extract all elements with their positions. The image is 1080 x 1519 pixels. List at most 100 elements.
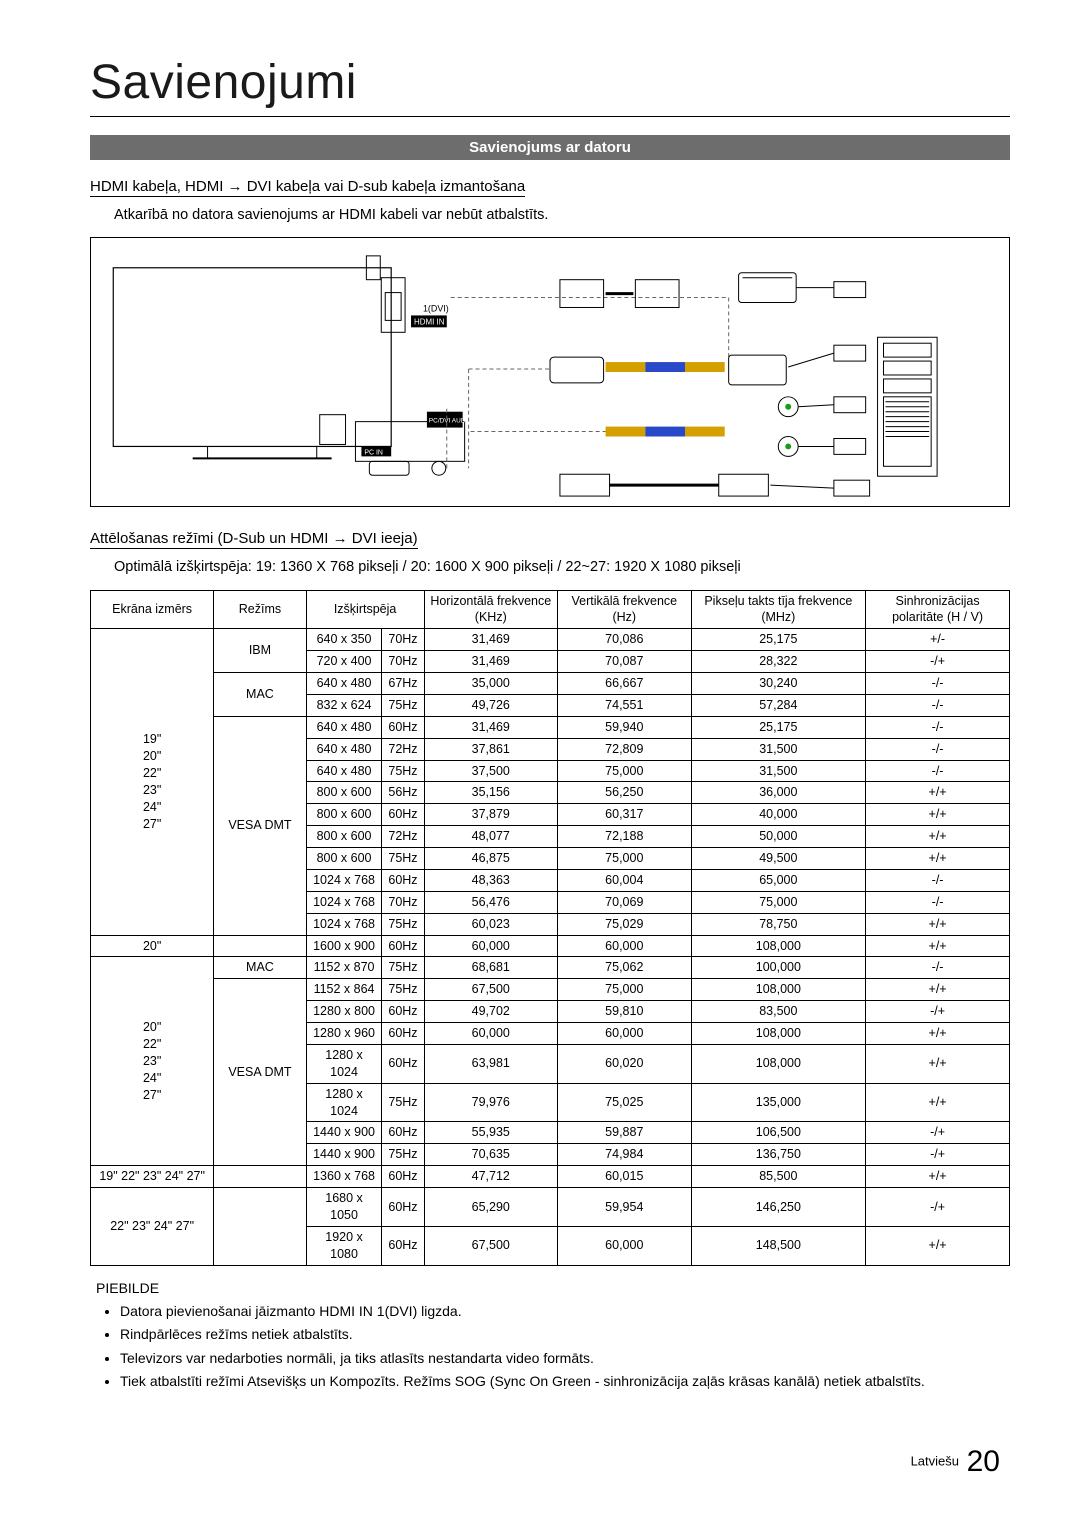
table-cell: 60Hz xyxy=(382,1226,424,1265)
table-cell: 22" 23" 24" 27" xyxy=(91,1188,214,1266)
table-cell: MAC xyxy=(214,957,306,979)
table-cell: 832 x 624 xyxy=(306,694,382,716)
table-cell: 49,702 xyxy=(424,1001,558,1023)
table-cell: 66,667 xyxy=(558,673,692,695)
table-cell: 59,954 xyxy=(558,1188,692,1227)
table-cell xyxy=(214,1188,306,1266)
table-cell: 108,000 xyxy=(691,979,866,1001)
table-row: 20"1600 x 90060Hz60,00060,000108,000+/+ xyxy=(91,935,1010,957)
table-cell: 56Hz xyxy=(382,782,424,804)
subsection-1-title: HDMI kabeļa, HDMI → DVI kabeļa vai D-sub… xyxy=(90,178,525,197)
table-cell: 1024 x 768 xyxy=(306,913,382,935)
table-cell: 75,025 xyxy=(558,1083,692,1122)
footer-lang: Latviešu xyxy=(911,1453,959,1468)
table-cell: 75,000 xyxy=(558,979,692,1001)
table-cell: 1152 x 864 xyxy=(306,979,382,1001)
table-cell: 108,000 xyxy=(691,935,866,957)
table-cell: 28,322 xyxy=(691,651,866,673)
table-cell: 75Hz xyxy=(382,957,424,979)
table-cell: 70Hz xyxy=(382,629,424,651)
table-cell: 60,004 xyxy=(558,869,692,891)
table-cell: 1600 x 900 xyxy=(306,935,382,957)
table-cell: 60,000 xyxy=(558,1226,692,1265)
table-cell: 800 x 600 xyxy=(306,826,382,848)
notes-heading: PIEBILDE xyxy=(96,1280,1010,1296)
table-cell: 60,000 xyxy=(558,1023,692,1045)
note-item: Tiek atbalstīti režīmi Atsevišķs un Komp… xyxy=(120,1372,1010,1392)
table-cell: 640 x 350 xyxy=(306,629,382,651)
table-cell: 75Hz xyxy=(382,1083,424,1122)
table-cell: 20" 22" 23" 24" 27" xyxy=(91,957,214,1166)
table-cell: +/+ xyxy=(866,1083,1010,1122)
table-cell: 75Hz xyxy=(382,694,424,716)
table-row: VESA DMT1152 x 86475Hz67,50075,000108,00… xyxy=(91,979,1010,1001)
table-cell: 35,156 xyxy=(424,782,558,804)
connection-diagram: 1(DVI) HDMI IN PC IN PC/DVI AUDIO IN xyxy=(90,237,1010,507)
svg-text:1(DVI): 1(DVI) xyxy=(423,304,449,314)
table-cell: 75,029 xyxy=(558,913,692,935)
table-cell: 60,000 xyxy=(558,935,692,957)
table-cell: 79,976 xyxy=(424,1083,558,1122)
table-cell: 60,317 xyxy=(558,804,692,826)
subsection-2-body: Optimālā izšķirtspēja: 19: 1360 X 768 pi… xyxy=(114,557,1010,577)
table-cell: 48,363 xyxy=(424,869,558,891)
table-cell: +/+ xyxy=(866,1166,1010,1188)
table-cell: 40,000 xyxy=(691,804,866,826)
table-cell: +/+ xyxy=(866,1226,1010,1265)
table-cell: 74,984 xyxy=(558,1144,692,1166)
table-cell: 640 x 480 xyxy=(306,673,382,695)
table-cell: 85,500 xyxy=(691,1166,866,1188)
table-cell: 59,940 xyxy=(558,716,692,738)
table-cell: MAC xyxy=(214,673,306,717)
table-cell: 75Hz xyxy=(382,1144,424,1166)
table-cell: 46,875 xyxy=(424,848,558,870)
th-hfreq: Horizontālā frekvence (KHz) xyxy=(424,590,558,629)
table-cell: -/- xyxy=(866,760,1010,782)
table-cell: 60Hz xyxy=(382,716,424,738)
table-cell: 75,000 xyxy=(558,848,692,870)
table-cell: 67Hz xyxy=(382,673,424,695)
table-cell: -/+ xyxy=(866,1144,1010,1166)
page-title: Savienojumi xyxy=(90,55,1010,117)
table-cell: 800 x 600 xyxy=(306,804,382,826)
table-cell: 74,551 xyxy=(558,694,692,716)
table-cell: 31,469 xyxy=(424,716,558,738)
table-cell: 70Hz xyxy=(382,891,424,913)
table-cell: 60Hz xyxy=(382,804,424,826)
table-cell: 60,000 xyxy=(424,1023,558,1045)
table-cell: 60Hz xyxy=(382,1044,424,1083)
table-cell: -/- xyxy=(866,716,1010,738)
table-cell: VESA DMT xyxy=(214,716,306,935)
table-cell: 19" 22" 23" 24" 27" xyxy=(91,1166,214,1188)
table-cell: 60,020 xyxy=(558,1044,692,1083)
table-cell: -/- xyxy=(866,957,1010,979)
table-cell: 70Hz xyxy=(382,651,424,673)
table-cell: 72,188 xyxy=(558,826,692,848)
table-cell: 75Hz xyxy=(382,760,424,782)
table-cell: 31,500 xyxy=(691,738,866,760)
table-cell: -/+ xyxy=(866,1122,1010,1144)
table-cell: 20" xyxy=(91,935,214,957)
table-cell: 100,000 xyxy=(691,957,866,979)
table-cell: 25,175 xyxy=(691,629,866,651)
table-cell: 48,077 xyxy=(424,826,558,848)
table-cell: +/+ xyxy=(866,826,1010,848)
table-cell: 35,000 xyxy=(424,673,558,695)
table-cell: 1024 x 768 xyxy=(306,869,382,891)
table-cell: 49,726 xyxy=(424,694,558,716)
table-cell: VESA DMT xyxy=(214,979,306,1166)
table-cell: 47,712 xyxy=(424,1166,558,1188)
table-cell: -/- xyxy=(866,891,1010,913)
table-cell: 30,240 xyxy=(691,673,866,695)
table-row: 19" 20" 22" 23" 24" 27"IBM640 x 35070Hz3… xyxy=(91,629,1010,651)
table-cell: 37,879 xyxy=(424,804,558,826)
table-cell: 67,500 xyxy=(424,979,558,1001)
table-cell: 72Hz xyxy=(382,738,424,760)
table-cell: 60Hz xyxy=(382,1023,424,1045)
table-cell: 640 x 480 xyxy=(306,738,382,760)
table-cell: 37,500 xyxy=(424,760,558,782)
table-cell: +/+ xyxy=(866,935,1010,957)
table-cell: 60Hz xyxy=(382,1122,424,1144)
table-cell: +/- xyxy=(866,629,1010,651)
table-cell: +/+ xyxy=(866,1023,1010,1045)
